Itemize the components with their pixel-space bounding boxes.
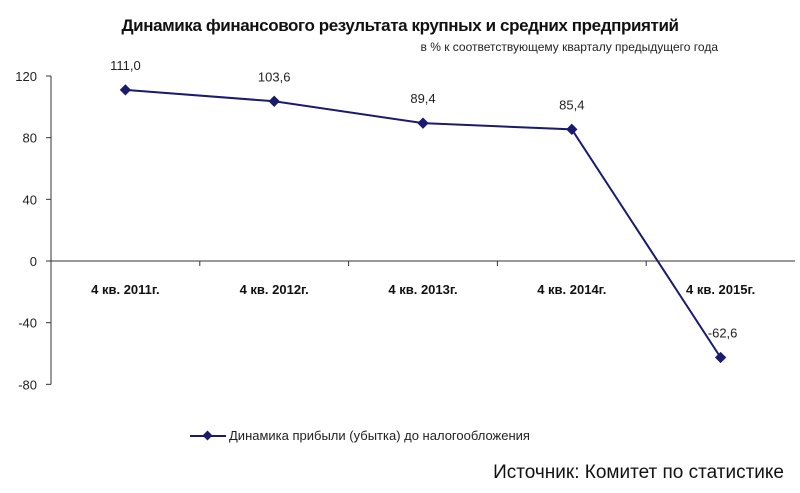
legend-line-marker-icon — [190, 431, 226, 441]
x-tick-label: 4 кв. 2013г. — [388, 282, 457, 297]
data-point-diamond-icon — [119, 84, 132, 96]
source-note: Источник: Комитет по статистике — [493, 462, 784, 483]
legend: Динамика прибыли (убытка) до налогооблож… — [190, 428, 530, 443]
data-label: 85,4 — [559, 97, 584, 112]
data-label: -62,6 — [708, 326, 738, 341]
x-tick-label: 4 кв. 2012г. — [240, 282, 309, 297]
chart-title: Динамика финансового результата крупных … — [121, 16, 679, 35]
y-tick-label: 120 — [15, 69, 37, 84]
data-point-diamond-icon — [714, 351, 727, 364]
y-tick-label: 0 — [30, 254, 37, 269]
x-tick-label: 4 кв. 2014г. — [537, 282, 606, 297]
y-tick-label: -80 — [18, 377, 37, 392]
y-tick-label: 80 — [23, 131, 37, 146]
line-chart: 120 80 40 0 -40 -80 4 кв. 2011г. 4 кв. 2012г. 4 … — [15, 58, 795, 392]
y-tick-label: -40 — [18, 316, 37, 331]
data-label: 111,0 — [110, 58, 141, 73]
series-line — [125, 88, 722, 359]
data-point-diamond-icon — [566, 123, 578, 135]
data-point-diamond-icon — [417, 117, 429, 129]
y-tick-label: 40 — [23, 192, 37, 207]
legend-label: Динамика прибыли (убытка) до налогооблож… — [229, 428, 530, 443]
chart-subtitle: в % к соответствующему кварталу предыдущ… — [420, 40, 718, 54]
x-tick-label: 4 кв. 2015г. — [686, 282, 755, 297]
data-label: 103,6 — [258, 69, 291, 84]
x-tick-label: 4 кв. 2011г. — [91, 282, 160, 297]
data-point-diamond-icon — [268, 95, 280, 107]
data-label: 89,4 — [410, 91, 435, 106]
